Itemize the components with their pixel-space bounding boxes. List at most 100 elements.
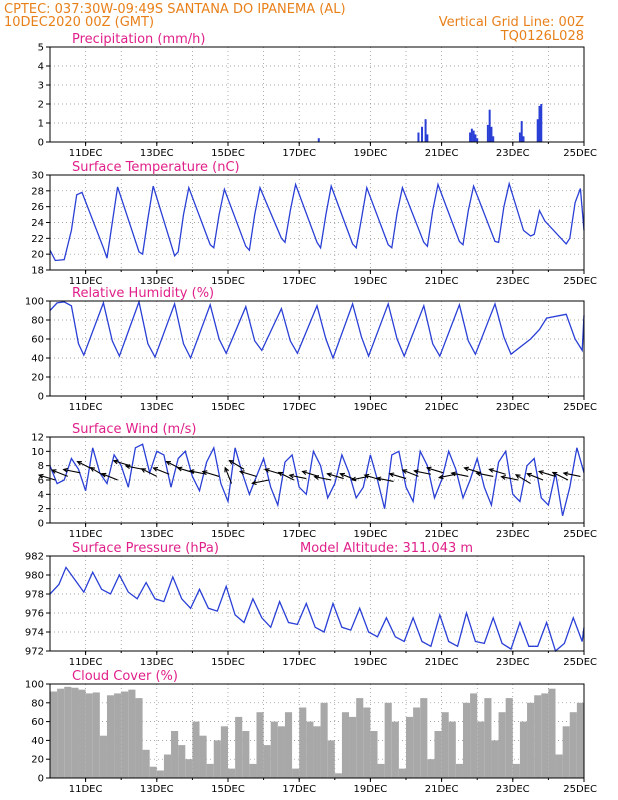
y-tick-label: 20 [31, 250, 44, 261]
precip-bar [518, 132, 521, 142]
cloud-bar [562, 726, 570, 778]
wind-arrow-head [437, 474, 444, 480]
cloud-bar [363, 707, 371, 778]
cloud-bar [341, 712, 350, 778]
cloud-bar [178, 745, 186, 778]
y-tick-label: 0 [38, 519, 44, 530]
wind-arrow-head [339, 472, 345, 478]
wind-arrow [501, 476, 519, 481]
cloud-bar [64, 686, 72, 778]
wind-arrow [527, 473, 544, 481]
y-tick-label: 0 [38, 392, 44, 403]
wind-arrow [125, 465, 143, 470]
x-tick-label: 25DEC [563, 402, 597, 413]
wind-arrow-head [37, 473, 44, 479]
cloud-bar [50, 691, 58, 778]
wind-arrow [351, 475, 369, 481]
panel-subtitle: Model Altitude: 311.043 m [300, 541, 473, 556]
wind-arrow [202, 471, 220, 477]
cloud-bar [156, 770, 164, 778]
cloud-bar [235, 716, 243, 778]
wind-arrow [229, 460, 245, 470]
cloud-bar [356, 698, 364, 778]
y-tick-label: 80 [31, 316, 44, 327]
x-tick-label: 19DEC [354, 148, 388, 159]
x-tick-label: 11DEC [69, 402, 103, 413]
wind-arrow-head [228, 459, 234, 465]
cloud-bar [277, 726, 285, 778]
y-tick-label: 0 [38, 774, 44, 785]
cloud-bar [441, 712, 449, 778]
wind-arrow-head [500, 474, 506, 480]
x-tick-label: 25DEC [563, 148, 597, 159]
x-tick-label: 19DEC [354, 529, 388, 540]
cloud-bar [541, 693, 549, 778]
precip-bar [492, 136, 495, 142]
cloud-bar [228, 768, 236, 778]
precip-bar [486, 124, 489, 142]
precip-bar [426, 134, 429, 142]
x-tick-label: 17DEC [282, 402, 316, 413]
cloud-bar [270, 721, 278, 778]
wind-arrow-head [350, 476, 357, 482]
x-tick-label: 13DEC [140, 657, 174, 668]
wind-arrow-head [401, 469, 408, 474]
wind-arrow [563, 472, 581, 477]
y-tick-label: 22 [31, 234, 44, 245]
y-tick-label: 4 [38, 62, 44, 73]
panel-title: Precipitation (mm/h) [72, 32, 205, 47]
wind-arrow-head [140, 468, 147, 473]
wind-arrow-head [277, 471, 284, 477]
panel-title: Surface Temperature (nC) [72, 160, 240, 175]
cloud-bar [171, 731, 179, 778]
y-tick-label: 3 [38, 81, 44, 92]
cloud-bar [384, 702, 392, 778]
series-line [49, 566, 585, 653]
cloud-bar [185, 759, 193, 778]
cloud-bar [420, 698, 428, 778]
cloud-bar [163, 754, 172, 778]
y-tick-label: 976 [25, 609, 44, 620]
y-tick-label: 5 [38, 43, 44, 54]
x-tick-label: 11DEC [69, 276, 103, 287]
wind-arrow [252, 479, 270, 484]
wind-arrow [489, 468, 506, 475]
y-tick-label: 6 [38, 476, 44, 487]
y-tick-label: 24 [31, 218, 44, 229]
cloud-bar [455, 763, 463, 778]
wind-arrow [402, 469, 419, 477]
wind-arrow-head [475, 471, 482, 477]
cloud-bar [121, 691, 129, 778]
cloud-bar [114, 693, 122, 778]
y-tick-label: 60 [31, 335, 44, 346]
y-tick-label: 28 [31, 186, 44, 197]
cloud-bar [192, 721, 200, 778]
wind-arrow-head [375, 476, 382, 482]
wind-arrow [189, 470, 207, 475]
y-tick-label: 40 [31, 354, 44, 365]
cloud-bar [427, 759, 435, 778]
wind-arrow-head [388, 472, 395, 478]
x-tick-label: 21DEC [425, 657, 459, 668]
wind-arrow-head [425, 466, 432, 472]
y-tick-label: 0 [38, 138, 44, 149]
x-tick-label: 11DEC [69, 784, 103, 795]
cloud-bar [448, 721, 456, 778]
x-tick-label: 17DEC [282, 657, 316, 668]
y-tick-label: 8 [38, 461, 44, 472]
x-tick-label: 23DEC [496, 784, 530, 795]
cloud-bar [470, 693, 478, 778]
x-tick-label: 23DEC [496, 657, 530, 668]
wind-arrow [38, 474, 56, 481]
x-tick-label: 25DEC [563, 784, 597, 795]
cloud-bar [213, 740, 221, 778]
wind-arrow [327, 473, 344, 480]
cloud-bar [242, 731, 250, 778]
cloud-bar [199, 735, 207, 778]
cloud-bar [484, 698, 492, 778]
wind-arrow-head [537, 470, 544, 476]
precip-bar [474, 134, 477, 142]
cloud-bar [284, 712, 293, 778]
cloud-bar [519, 721, 528, 778]
